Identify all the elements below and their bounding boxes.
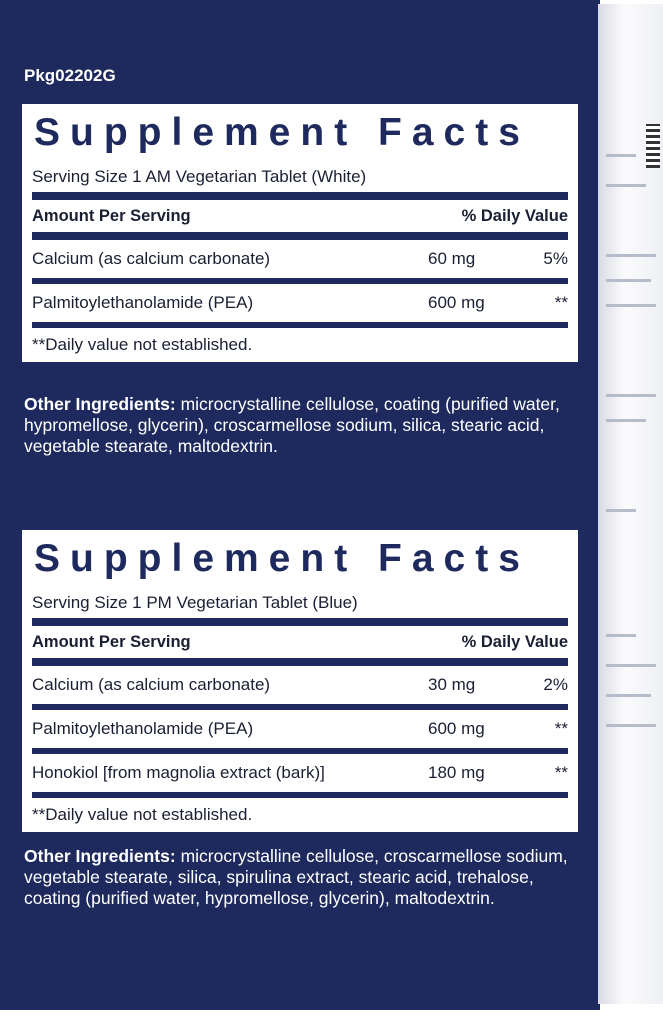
nutrient-amount: 60 mg [428,249,476,268]
package-side [598,4,663,1004]
footnote: **Daily value not established. [32,335,253,354]
nutrient-amount: 600 mg [428,719,485,738]
divider-bar [32,792,568,798]
daily-value: 2% [543,675,568,694]
divider-bar [32,618,568,626]
nutrient-name: Calcium (as calcium carbonate) [32,249,271,268]
nutrient-name: Honokiol [from magnolia extract (bark)] [32,763,325,782]
daily-value: ** [554,293,568,312]
other-ingredients-text: microcrystalline cellulose, croscarmello… [24,846,568,908]
divider-bar [32,704,568,710]
daily-value: ** [554,719,568,738]
header-right: % Daily Value [461,633,568,651]
divider-bar [32,192,568,200]
divider-bar [32,232,568,240]
header-right: % Daily Value [461,207,568,225]
nutrient-row: Palmitoylethanolamide (PEA) 600 mg ** [32,710,568,748]
nutrient-name: Palmitoylethanolamide (PEA) [32,719,254,738]
header-left: Amount Per Serving [32,207,191,225]
nutrient-name: Calcium (as calcium carbonate) [32,675,271,694]
other-ingredients: Other Ingredients: microcrystalline cell… [24,846,574,909]
nutrient-row: Palmitoylethanolamide (PEA) 600 mg ** [32,284,568,322]
nutrient-amount: 600 mg [428,293,485,312]
daily-value: 5% [543,249,568,268]
nutrient-amount: 180 mg [428,763,485,782]
package-code: Pkg02202G [24,66,116,85]
nutrient-name: Palmitoylethanolamide (PEA) [32,293,254,312]
header-row: Amount Per Serving % Daily Value [32,626,568,658]
other-ingredients: Other Ingredients: microcrystalline cell… [24,394,574,457]
supplement-facts-panel: Supplement Facts Serving Size 1 PM Vegeta… [22,530,578,832]
serving-size: Serving Size 1 AM Vegetarian Tablet (Whi… [32,167,367,186]
footnote: **Daily value not established. [32,805,253,824]
panel-title: Supplement Facts [34,537,530,580]
nutrient-row: Honokiol [from magnolia extract (bark)] 1… [32,754,568,792]
nutrient-row: Calcium (as calcium carbonate) 30 mg 2% [32,666,568,704]
panel-title: Supplement Facts [34,111,530,154]
daily-value: ** [554,763,568,782]
nutrient-amount: 30 mg [428,675,476,694]
divider-bar [32,278,568,284]
divider-bar [32,748,568,754]
serving-size: Serving Size 1 PM Vegetarian Tablet (Blu… [32,593,358,612]
other-ingredients-label: Other Ingredients: [24,846,176,866]
other-ingredients-label: Other Ingredients: [24,394,176,414]
header-row: Amount Per Serving % Daily Value [32,200,568,232]
header-left: Amount Per Serving [32,633,191,651]
other-ingredients-text: microcrystalline cellulose, coating (pur… [24,394,560,456]
divider-bar [32,658,568,666]
supplement-facts-panel: Supplement Facts Serving Size 1 AM Vegeta… [22,104,578,362]
nutrient-row: Calcium (as calcium carbonate) 60 mg 5% [32,240,568,278]
divider-bar [32,322,568,328]
